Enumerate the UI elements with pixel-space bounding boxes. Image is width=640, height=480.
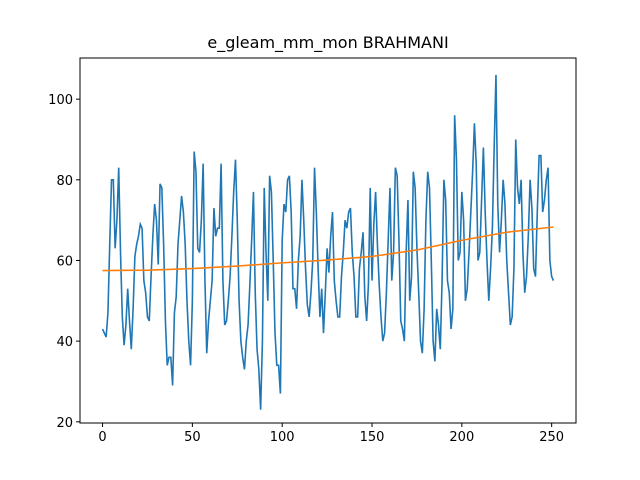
y-tick-label: 80 [56, 174, 73, 189]
x-tick-label: 150 [360, 430, 385, 445]
x-tick-label: 100 [270, 430, 295, 445]
y-tick-label: 20 [56, 416, 73, 431]
axes-frame [79, 57, 577, 424]
y-tick-label: 60 [56, 254, 73, 269]
chart-title: e_gleam_mm_mon BRAHMANI [207, 33, 448, 53]
y-tick-label: 40 [56, 335, 73, 350]
x-tick-label: 250 [539, 430, 564, 445]
line-series [102, 226, 554, 272]
x-tick-label: 200 [449, 430, 474, 445]
x-tick-label: 0 [98, 430, 106, 445]
y-tick-label: 100 [48, 93, 73, 108]
x-tick-label: 50 [184, 430, 201, 445]
